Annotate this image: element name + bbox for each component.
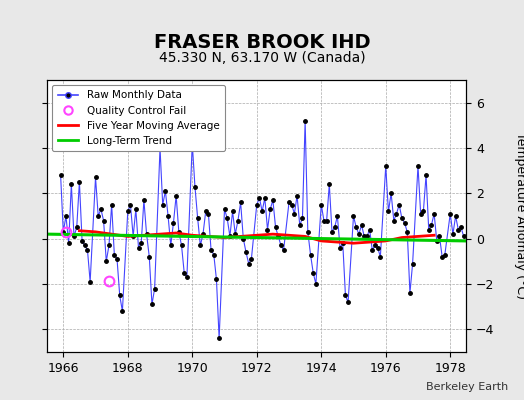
Text: FRASER BROOK IHD: FRASER BROOK IHD — [154, 32, 370, 52]
Y-axis label: Temperature Anomaly (°C): Temperature Anomaly (°C) — [514, 132, 524, 300]
Legend: Raw Monthly Data, Quality Control Fail, Five Year Moving Average, Long-Term Tren: Raw Monthly Data, Quality Control Fail, … — [52, 85, 225, 151]
Text: 45.330 N, 63.170 W (Canada): 45.330 N, 63.170 W (Canada) — [159, 51, 365, 65]
Text: Berkeley Earth: Berkeley Earth — [426, 382, 508, 392]
